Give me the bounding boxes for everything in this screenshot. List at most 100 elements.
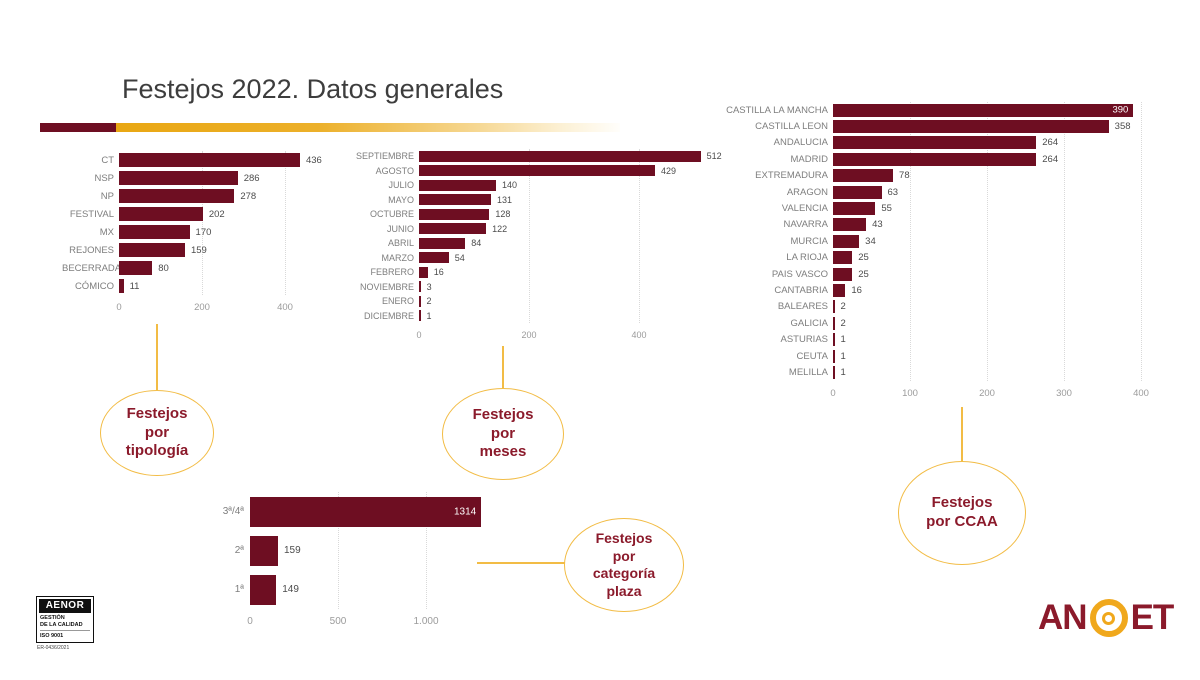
x-axis: 0 200 400 xyxy=(416,328,725,342)
category-label: ABRIL xyxy=(387,238,414,249)
value-label: 43 xyxy=(872,219,883,231)
bar xyxy=(419,237,466,249)
value-label: 149 xyxy=(282,584,299,595)
callout-ccaa: Festejos por CCAA xyxy=(898,461,1026,565)
bar-row: FEBRERO 16 xyxy=(355,265,725,280)
value-label: 78 xyxy=(899,170,910,182)
bar xyxy=(833,218,867,232)
gridline xyxy=(285,151,286,295)
axis-tick-label: 400 xyxy=(1133,387,1149,399)
x-axis: 0 500 1.000 xyxy=(247,614,500,628)
value-label: 16 xyxy=(433,267,444,278)
bar xyxy=(119,225,190,239)
bar xyxy=(419,179,496,191)
bar xyxy=(833,169,894,183)
value-label: 264 xyxy=(1042,153,1059,165)
gridline xyxy=(910,102,911,381)
category-label: CASTILLA LEON xyxy=(755,121,828,133)
value-label: 2 xyxy=(426,296,432,307)
value-label: 278 xyxy=(240,190,257,202)
category-label: DICIEMBRE xyxy=(363,310,414,321)
callout-categoria: Festejos por categoría plaza xyxy=(564,518,684,612)
bar xyxy=(119,189,235,203)
bar-row: NSP 286 xyxy=(62,169,382,187)
category-label: REJONES xyxy=(69,244,114,256)
category-label: NOVIEMBRE xyxy=(359,281,414,292)
bar-row: ENERO 2 xyxy=(355,294,725,309)
value-label: 80 xyxy=(158,262,169,274)
category-label: AGOSTO xyxy=(375,165,414,176)
bar-row: GALICIA 2 xyxy=(724,315,1164,331)
bar-row: FESTIVAL 202 xyxy=(62,205,382,223)
category-label: 3ª/4ª xyxy=(222,506,244,517)
value-label: 25 xyxy=(858,268,869,280)
category-label: MURCIA xyxy=(790,235,828,247)
chart-categoria: 3ª/4ª 1314 2ª 159 1ª 149 0 500 1.000 xyxy=(200,492,500,628)
axis-tick-label: 400 xyxy=(277,302,293,313)
bar xyxy=(419,252,449,264)
value-label: 25 xyxy=(858,252,869,264)
bar xyxy=(419,281,421,293)
category-label: ENERO xyxy=(381,296,414,307)
bar-row: CEUTA 1 xyxy=(724,348,1164,364)
bar-row: 1ª 149 xyxy=(200,570,500,609)
page-title: Festejos 2022. Datos generales xyxy=(122,74,504,104)
value-label: 1 xyxy=(840,350,846,362)
axis-tick-label: 200 xyxy=(194,302,210,313)
bar-row: CASTILLA LEON 358 xyxy=(724,118,1164,134)
bar xyxy=(119,207,203,221)
bar xyxy=(833,365,835,379)
bar-row: MX 170 xyxy=(62,223,382,241)
category-label: MADRID xyxy=(790,153,828,165)
axis-tick-label: 200 xyxy=(979,387,995,399)
gridlines xyxy=(119,151,382,295)
chart-meses: SEPTIEMBRE 512 AGOSTO 429 JULIO 140 MAYO 131 OCT… xyxy=(355,149,725,342)
bar xyxy=(419,165,655,177)
bar-row: ASTURIAS 1 xyxy=(724,331,1164,347)
bar-row: LA RIOJA 25 xyxy=(724,250,1164,266)
gridline xyxy=(639,149,640,323)
bar-row: MADRID 264 xyxy=(724,151,1164,167)
callout-connector-ccaa xyxy=(961,407,963,461)
category-label: ASTURIAS xyxy=(780,334,828,346)
bar-row: JULIO 140 xyxy=(355,178,725,193)
value-label: 159 xyxy=(190,244,207,256)
category-label: ARAGON xyxy=(786,186,828,198)
category-label: CÓMICO xyxy=(74,280,114,292)
callout-connector-tipologia xyxy=(156,324,158,390)
callout-connector-meses xyxy=(502,346,504,388)
value-label: 3 xyxy=(426,281,432,292)
axis-tick-label: 100 xyxy=(902,387,918,399)
anoet-logo-left-text: AN xyxy=(1038,598,1088,637)
axis-tick-label: 400 xyxy=(631,330,647,340)
category-label: CEUTA xyxy=(796,350,829,362)
value-label: 1 xyxy=(840,334,846,346)
value-label: 140 xyxy=(502,180,518,191)
axis-tick-label: 0 xyxy=(830,387,836,399)
category-label: CT xyxy=(101,154,114,166)
bar xyxy=(833,234,860,248)
bar-row: 2ª 159 xyxy=(200,531,500,570)
category-label: MARZO xyxy=(381,252,415,263)
value-label: 358 xyxy=(1114,121,1131,133)
gridline xyxy=(1141,102,1142,381)
bar-row: VALENCIA 55 xyxy=(724,200,1164,216)
anoet-logo-right-text: ET xyxy=(1130,598,1175,637)
x-axis: 0 200 400 xyxy=(116,300,382,314)
bar xyxy=(833,283,846,297)
bar xyxy=(250,535,278,566)
bar xyxy=(250,574,277,605)
aenor-wordmark: AENOR xyxy=(39,599,91,613)
category-label: EXTREMADURA xyxy=(755,170,828,182)
bar xyxy=(833,185,882,199)
gridline xyxy=(202,151,203,295)
category-label: BECERRADA xyxy=(62,262,122,274)
axis-tick-label: 0 xyxy=(416,330,422,340)
category-label: MX xyxy=(99,226,114,238)
chart-tipologia: CT 436 NSP 286 NP 278 FESTIVAL 202 MX 170 REJONES 1… xyxy=(62,151,382,314)
value-label: 159 xyxy=(283,545,301,556)
bar xyxy=(833,349,835,363)
category-label: BALEARES xyxy=(777,301,828,313)
value-label: 264 xyxy=(1042,137,1059,149)
category-label: PAIS VASCO xyxy=(771,268,828,280)
